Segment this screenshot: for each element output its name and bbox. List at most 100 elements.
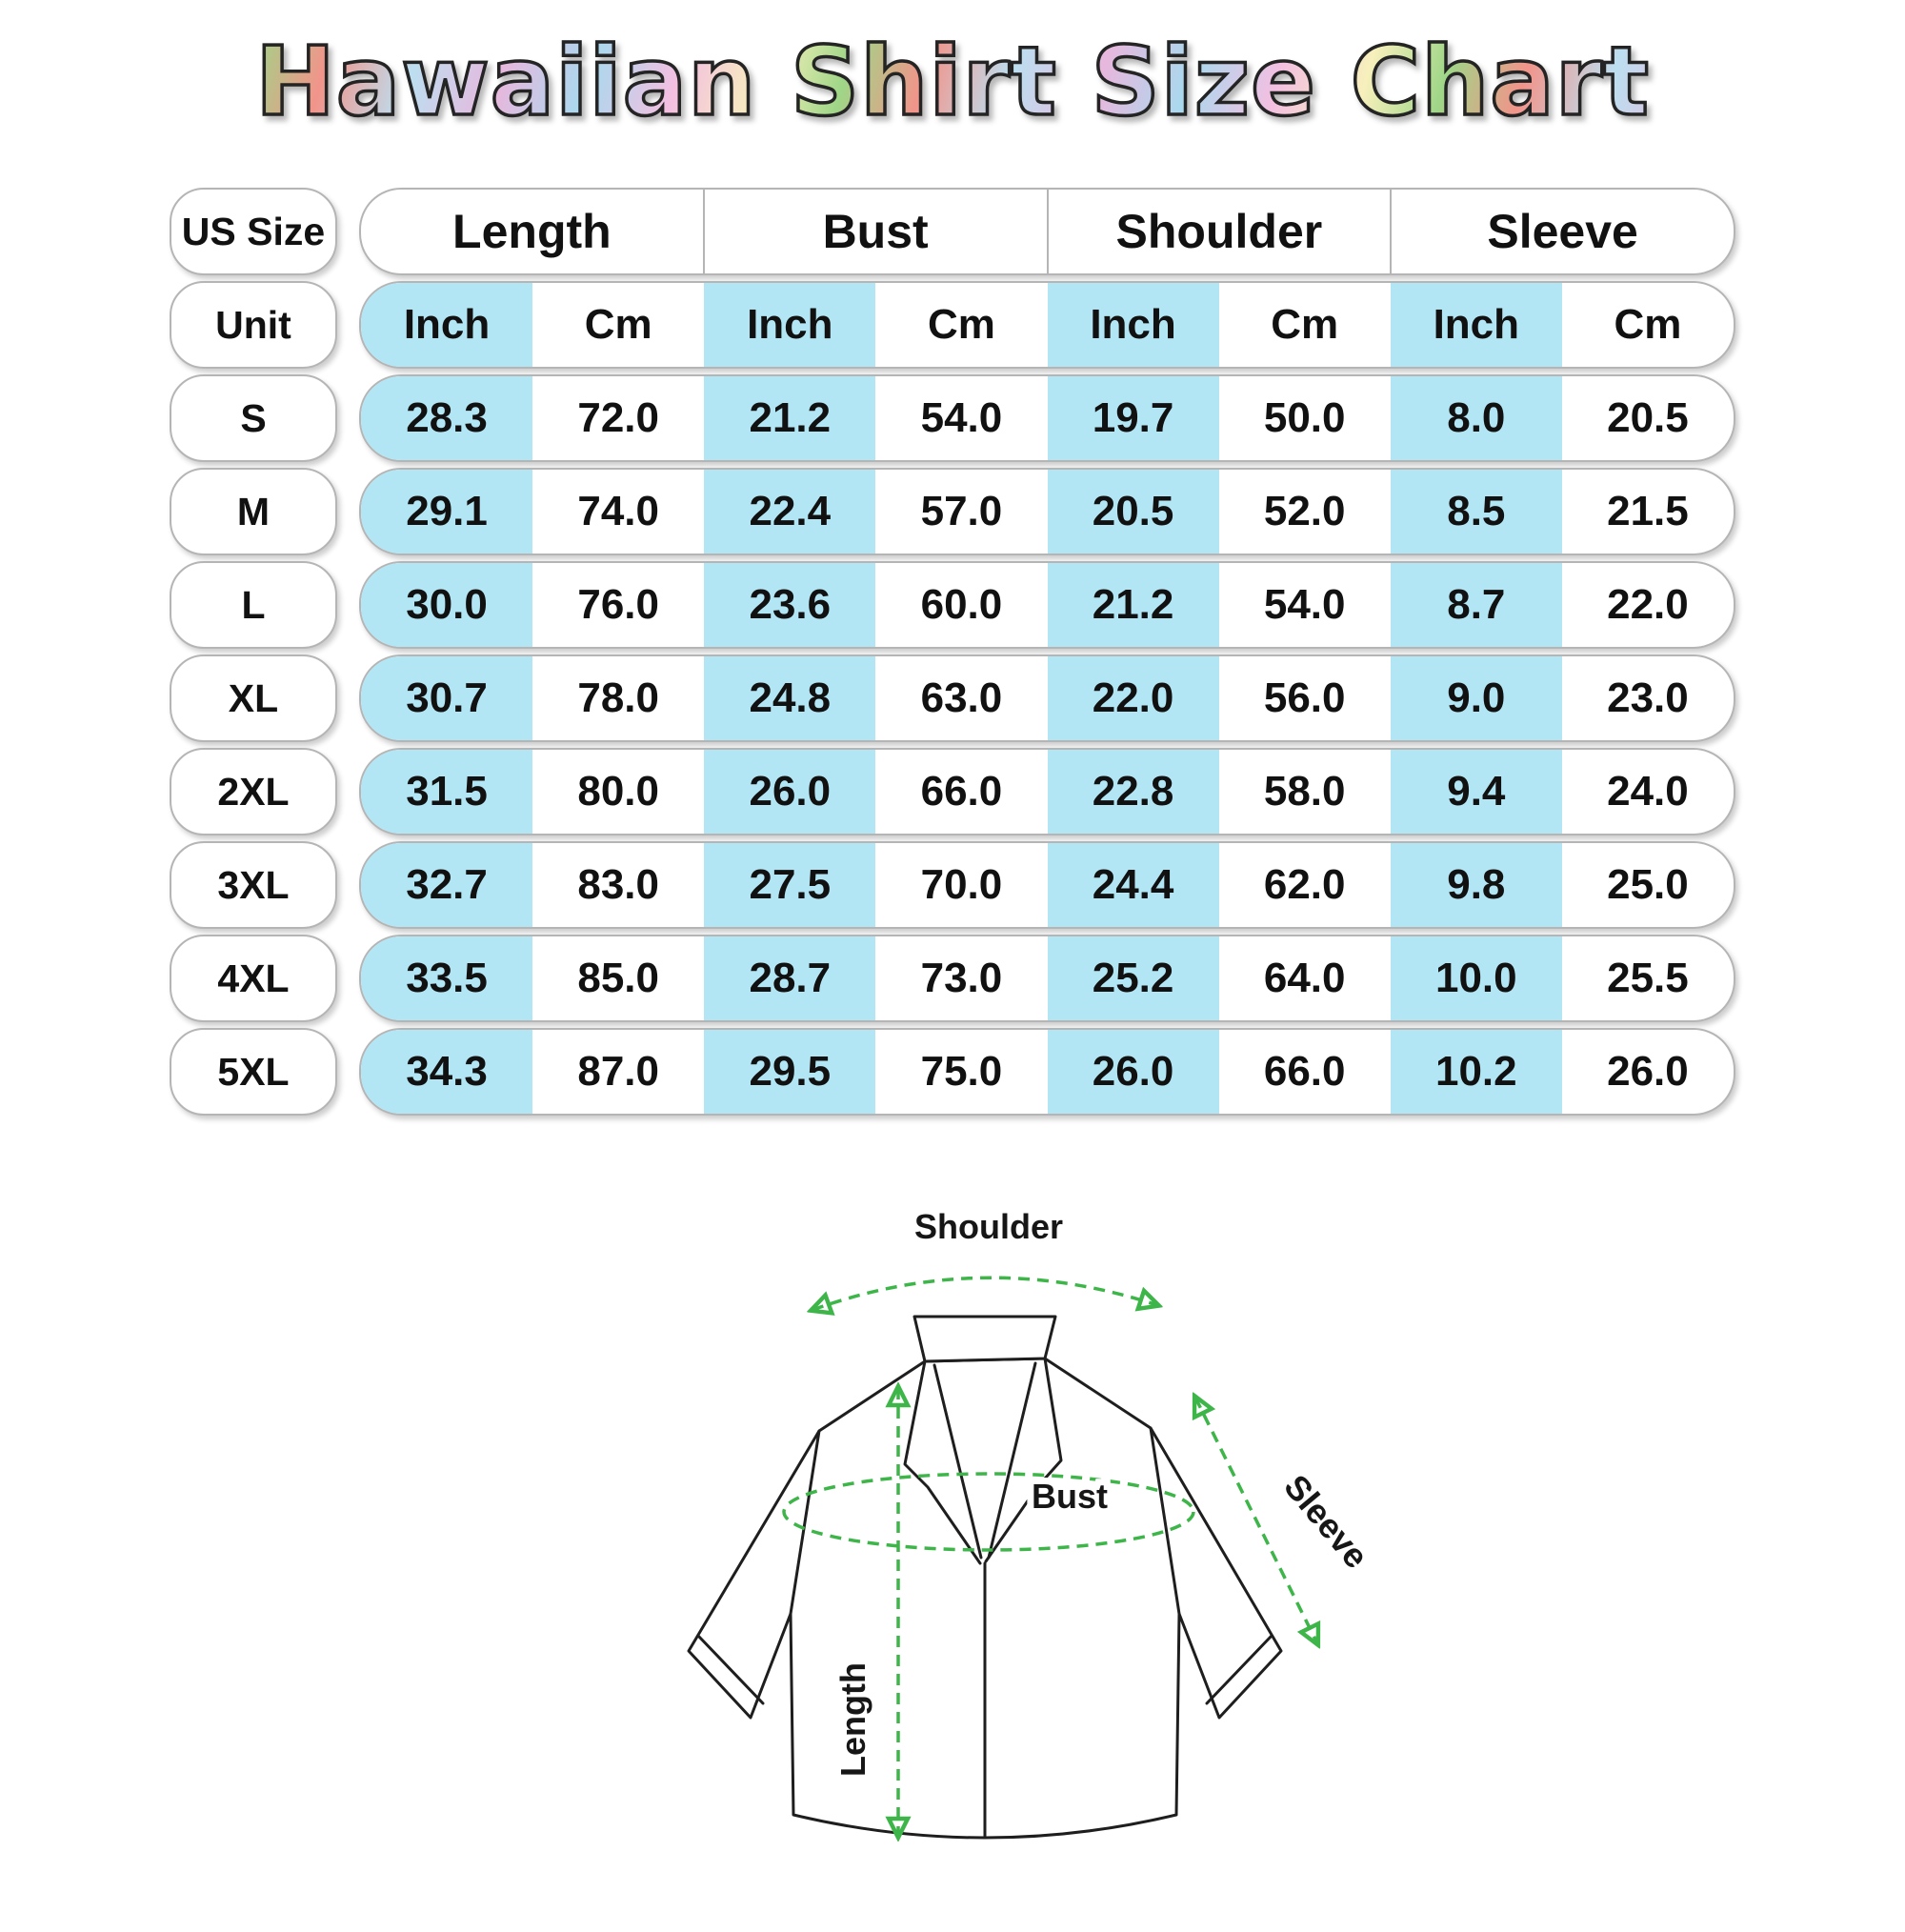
size-cell: 4XL — [170, 935, 337, 1022]
value-cell: 78.0 — [577, 674, 659, 721]
value-cell: 74.0 — [577, 488, 659, 534]
shirt-measurement-diagram: Shoulder Sleeve Bust Length — [687, 1207, 1376, 1891]
group-header-pill: Length Bust Shoulder Sleeve — [359, 188, 1735, 275]
collar-band — [912, 1315, 1057, 1363]
value-cell: 62.0 — [1263, 861, 1346, 908]
table-row-s: S 28.3 72.0 21.2 54.0 19.7 50.0 8.0 20.5 — [170, 374, 1735, 462]
value-cell: 34.3 — [361, 1030, 533, 1114]
value-cell: 72.0 — [577, 394, 659, 441]
value-cell: 21.5 — [1607, 488, 1689, 534]
row-pill: 29.1 74.0 22.4 57.0 20.5 52.0 8.5 21.5 — [359, 468, 1735, 555]
value-cell: 21.2 — [704, 376, 876, 460]
value-cell: 23.6 — [704, 563, 876, 647]
value-cell: 9.4 — [1390, 750, 1562, 834]
size-chart-table: US Size Length Bust Shoulder Sleeve Unit… — [170, 188, 1735, 1116]
left-lapel — [903, 1359, 982, 1565]
value-cell: 58.0 — [1263, 768, 1346, 815]
row-pill: 31.5 80.0 26.0 66.0 22.8 58.0 9.4 24.0 — [359, 748, 1735, 835]
value-cell: 22.0 — [1047, 656, 1219, 740]
value-cell: 54.0 — [1263, 581, 1346, 628]
shoulder-measure-arrow — [812, 1276, 1157, 1310]
column-header-length: Length — [452, 205, 612, 258]
value-cell: 30.0 — [361, 563, 533, 647]
value-cell: 29.1 — [361, 470, 533, 553]
table-row-2xl: 2XL 31.5 80.0 26.0 66.0 22.8 58.0 9.4 24… — [170, 748, 1735, 835]
unit-header: Cm — [927, 301, 995, 348]
value-cell: 31.5 — [361, 750, 533, 834]
corner-cell-us-size: US Size — [170, 188, 337, 275]
unit-header: Inch — [361, 283, 533, 367]
value-cell: 52.0 — [1263, 488, 1346, 534]
value-cell: 64.0 — [1263, 955, 1346, 1001]
unit-row-pill: Inch Cm Inch Cm Inch Cm Inch Cm — [359, 281, 1735, 369]
shoulder-label: Shoulder — [914, 1207, 1063, 1246]
unit-header: Cm — [1614, 301, 1682, 348]
row-pill: 30.7 78.0 24.8 63.0 22.0 56.0 9.0 23.0 — [359, 654, 1735, 742]
value-cell: 28.7 — [704, 936, 876, 1020]
value-cell: 24.4 — [1047, 843, 1219, 927]
sleeve-measure-arrow — [1195, 1398, 1317, 1643]
table-header-row: US Size Length Bust Shoulder Sleeve — [170, 188, 1735, 275]
value-cell: 8.0 — [1390, 376, 1562, 460]
value-cell: 30.7 — [361, 656, 533, 740]
bust-measure-ellipse — [782, 1472, 1195, 1552]
value-cell: 26.0 — [704, 750, 876, 834]
bust-label: Bust — [1032, 1477, 1108, 1516]
value-cell: 23.0 — [1607, 674, 1689, 721]
value-cell: 33.5 — [361, 936, 533, 1020]
value-cell: 24.0 — [1607, 768, 1689, 815]
value-cell: 10.2 — [1390, 1030, 1562, 1114]
value-cell: 9.0 — [1390, 656, 1562, 740]
value-cell: 22.8 — [1047, 750, 1219, 834]
row-pill: 34.3 87.0 29.5 75.0 26.0 66.0 10.2 26.0 — [359, 1028, 1735, 1116]
value-cell: 9.8 — [1390, 843, 1562, 927]
value-cell: 66.0 — [920, 768, 1003, 815]
size-cell: L — [170, 561, 337, 649]
table-row-xl: XL 30.7 78.0 24.8 63.0 22.0 56.0 9.0 23.… — [170, 654, 1735, 742]
value-cell: 20.5 — [1607, 394, 1689, 441]
value-cell: 25.0 — [1607, 861, 1689, 908]
column-header-shoulder: Shoulder — [1046, 190, 1391, 273]
value-cell: 80.0 — [577, 768, 659, 815]
value-cell: 26.0 — [1047, 1030, 1219, 1114]
unit-header: Inch — [704, 283, 876, 367]
value-cell: 85.0 — [577, 955, 659, 1001]
length-label: Length — [833, 1662, 872, 1777]
value-cell: 22.0 — [1607, 581, 1689, 628]
size-cell: S — [170, 374, 337, 462]
table-row-l: L 30.0 76.0 23.6 60.0 21.2 54.0 8.7 22.0 — [170, 561, 1735, 649]
value-cell: 50.0 — [1263, 394, 1346, 441]
row-pill: 33.5 85.0 28.7 73.0 25.2 64.0 10.0 25.5 — [359, 935, 1735, 1022]
value-cell: 22.4 — [704, 470, 876, 553]
value-cell: 87.0 — [577, 1048, 659, 1095]
unit-row-label: Unit — [170, 281, 337, 369]
table-row-3xl: 3XL 32.7 83.0 27.5 70.0 24.4 62.0 9.8 25… — [170, 841, 1735, 929]
table-row-4xl: 4XL 33.5 85.0 28.7 73.0 25.2 64.0 10.0 2… — [170, 935, 1735, 1022]
value-cell: 21.2 — [1047, 563, 1219, 647]
size-cell: XL — [170, 654, 337, 742]
value-cell: 28.3 — [361, 376, 533, 460]
size-cell: 2XL — [170, 748, 337, 835]
size-cell: M — [170, 468, 337, 555]
value-cell: 19.7 — [1047, 376, 1219, 460]
row-pill: 30.0 76.0 23.6 60.0 21.2 54.0 8.7 22.0 — [359, 561, 1735, 649]
value-cell: 63.0 — [920, 674, 1003, 721]
right-lapel — [984, 1357, 1063, 1563]
shirt-outline — [687, 1315, 1283, 1840]
column-header-sleeve: Sleeve — [1390, 190, 1734, 273]
unit-row: Unit Inch Cm Inch Cm Inch Cm Inch Cm — [170, 281, 1735, 369]
value-cell: 70.0 — [920, 861, 1003, 908]
unit-header: Inch — [1047, 283, 1219, 367]
value-cell: 8.5 — [1390, 470, 1562, 553]
unit-header: Inch — [1390, 283, 1562, 367]
column-header-bust: Bust — [702, 190, 1047, 273]
value-cell: 20.5 — [1047, 470, 1219, 553]
unit-header: Cm — [584, 301, 652, 348]
value-cell: 57.0 — [920, 488, 1003, 534]
value-cell: 24.8 — [704, 656, 876, 740]
table-row-5xl: 5XL 34.3 87.0 29.5 75.0 26.0 66.0 10.2 2… — [170, 1028, 1735, 1116]
unit-header: Cm — [1271, 301, 1339, 348]
row-pill: 28.3 72.0 21.2 54.0 19.7 50.0 8.0 20.5 — [359, 374, 1735, 462]
value-cell: 83.0 — [577, 861, 659, 908]
value-cell: 75.0 — [920, 1048, 1003, 1095]
